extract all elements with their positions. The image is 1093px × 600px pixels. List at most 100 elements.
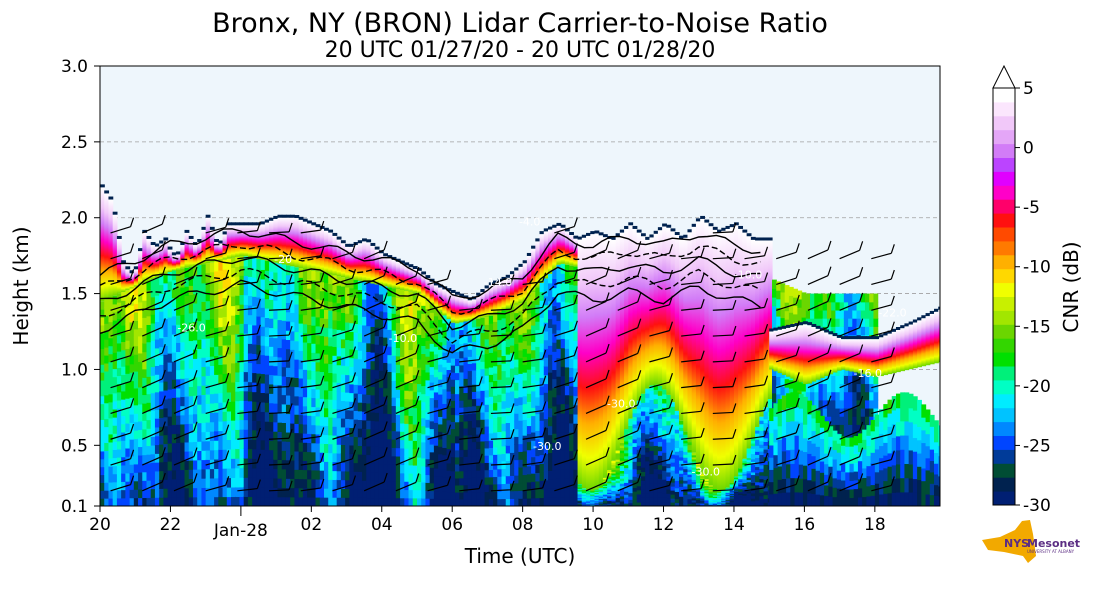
cnr-cell: [146, 497, 152, 506]
cnr-cell: [446, 376, 452, 385]
cnr-cell: [788, 312, 794, 322]
cnr-cell: [683, 482, 689, 487]
cnr-cell: [598, 489, 604, 492]
cnr-cell: [856, 416, 862, 425]
cnr-cell: [201, 496, 207, 506]
cnr-cell: [290, 386, 296, 396]
cnr-cell: [810, 383, 815, 393]
cnr-cell: [535, 438, 541, 448]
cnr-cell: [138, 488, 143, 499]
cnr-cell: [412, 358, 418, 368]
cnr-cell: [746, 503, 752, 506]
cnr-cell: [455, 400, 460, 409]
cnr-cell: [100, 301, 105, 310]
cnr-cell: [493, 336, 498, 345]
cnr-cell: [564, 329, 570, 340]
cnr-cell: [450, 498, 456, 506]
cnr-cell: [746, 490, 752, 494]
cnr-cell: [615, 482, 621, 486]
cnr-cell: [294, 368, 300, 379]
cnr-cell: [548, 470, 553, 480]
cnr-cell: [581, 500, 587, 502]
cnr-cell: [505, 384, 511, 393]
cnr-cell: [607, 499, 612, 502]
cloud-edge-cell: [340, 240, 346, 244]
cnr-cell: [180, 460, 186, 471]
cnr-cell: [125, 456, 131, 466]
cnr-cell: [239, 332, 245, 344]
cnr-cell: [256, 268, 262, 279]
cnr-cell: [712, 502, 718, 504]
cnr-cell: [848, 309, 853, 319]
cnr-cell: [222, 297, 228, 308]
cnr-cell: [695, 472, 701, 475]
cnr-cell: [357, 488, 363, 498]
cnr-cell: [353, 306, 359, 316]
cnr-cell: [632, 431, 638, 436]
cnr-cell: [759, 499, 765, 504]
cnr-cell: [391, 422, 397, 432]
cloud-edge-cell: [125, 266, 131, 270]
cnr-cell: [763, 414, 769, 420]
cnr-cell: [645, 397, 651, 403]
cnr-cell: [345, 304, 350, 314]
cnr-cell: [171, 324, 177, 335]
cnr-cell: [463, 321, 469, 330]
cnr-cell: [467, 320, 473, 329]
cnr-cell: [729, 485, 735, 488]
cnr-cell: [666, 394, 672, 400]
cnr-cell: [556, 311, 562, 322]
cnr-cell: [429, 405, 435, 414]
cnr-cell: [729, 496, 735, 498]
cnr-cell: [159, 302, 164, 312]
cnr-cell: [349, 296, 355, 306]
cnr-cell: [729, 500, 735, 503]
cnr-cell: [691, 469, 697, 472]
cnr-cell: [324, 497, 329, 506]
cnr-cell: [285, 385, 291, 396]
cnr-cell: [404, 290, 410, 300]
cnr-cell: [116, 465, 122, 474]
cnr-cell: [336, 364, 342, 375]
cnr-cell: [243, 275, 249, 286]
cloud-band-cell: [679, 238, 684, 421]
cnr-cell: [108, 473, 114, 483]
cnr-cell: [632, 464, 638, 470]
cnr-cell: [463, 328, 469, 337]
cnr-cell: [425, 300, 431, 310]
cloud-edge-cell: [476, 292, 481, 296]
cnr-cell: [133, 438, 139, 448]
cnr-cell: [526, 489, 532, 499]
cnr-cell: [602, 500, 608, 503]
cnr-cell: [581, 494, 587, 496]
cnr-cell: [556, 441, 562, 451]
cnr-cell: [218, 345, 224, 356]
cnr-cell: [670, 454, 676, 459]
cnr-cell: [729, 486, 735, 489]
cnr-cell: [691, 499, 697, 503]
cnr-cell: [577, 486, 583, 489]
cnr-cell: [121, 464, 126, 474]
cnr-cell: [159, 452, 164, 463]
cnr-cell: [708, 488, 714, 490]
cnr-cell: [683, 457, 689, 461]
cnr-cell: [374, 361, 380, 371]
cnr-cell: [387, 447, 393, 457]
cnr-cell: [611, 471, 617, 474]
cloud-band-cell: [687, 232, 693, 443]
cnr-cell: [357, 367, 363, 377]
cnr-cell: [497, 491, 503, 500]
cnr-cell: [476, 390, 481, 399]
cnr-cell: [264, 383, 270, 394]
cnr-cell: [319, 434, 325, 444]
cloud-band-cell: [763, 240, 769, 408]
cnr-cell: [197, 468, 203, 479]
cnr-cell: [433, 376, 439, 385]
cnr-cell: [446, 333, 452, 342]
cnr-cell: [438, 468, 443, 477]
cnr-cell: [395, 422, 401, 432]
cnr-cell: [805, 301, 811, 311]
cnr-cell: [104, 466, 110, 475]
cnr-cell: [488, 440, 494, 449]
cnr-cell: [514, 467, 520, 476]
